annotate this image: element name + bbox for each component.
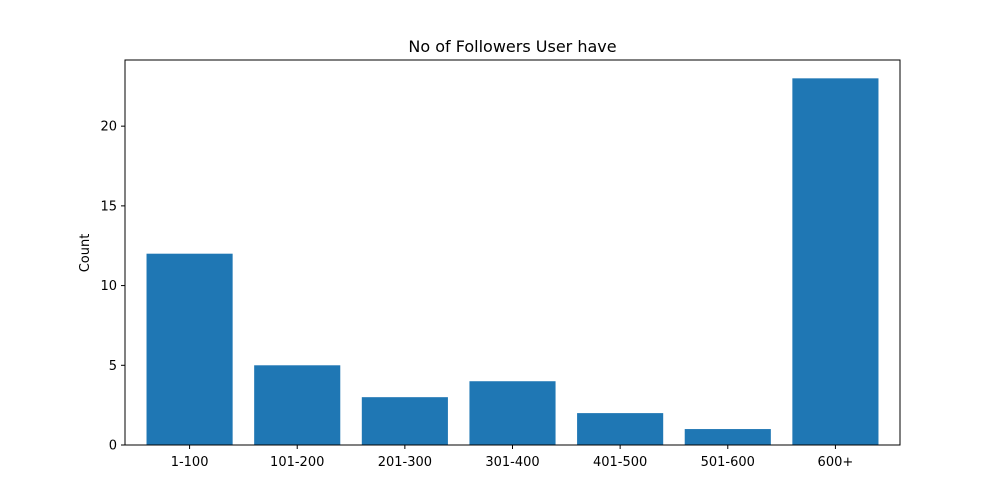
y-tick-label: 10 xyxy=(100,279,117,294)
x-tick-label: 301-400 xyxy=(485,455,539,470)
bar-101-200 xyxy=(254,365,341,445)
y-tick-label: 20 xyxy=(100,120,117,135)
y-tick-label: 5 xyxy=(109,359,117,374)
y-axis-label: Count xyxy=(78,234,93,273)
y-ticks-group: 0 5 10 15 20 xyxy=(100,120,125,454)
bars-group xyxy=(146,78,879,445)
x-tick-label: 501-600 xyxy=(701,455,755,470)
bar-600+ xyxy=(792,78,879,445)
x-ticks-group: 1-100 101-200 201-300 301-400 401-500 501-600… xyxy=(171,445,854,470)
bar-201-300 xyxy=(361,397,448,445)
plot-frame xyxy=(124,59,901,446)
x-tick-label: 600+ xyxy=(818,455,854,470)
chart-title: No of Followers User have xyxy=(408,37,616,56)
y-tick-label: 0 xyxy=(109,439,117,454)
bar-501-600 xyxy=(684,429,771,445)
bar-401-500 xyxy=(577,413,664,445)
x-tick-label: 101-200 xyxy=(270,455,324,470)
bar-301-400 xyxy=(469,381,556,445)
y-tick-label: 15 xyxy=(100,199,117,214)
x-tick-label: 401-500 xyxy=(593,455,647,470)
bar-1-100 xyxy=(146,253,233,445)
x-tick-label: 201-300 xyxy=(378,455,432,470)
x-tick-label: 1-100 xyxy=(171,455,209,470)
